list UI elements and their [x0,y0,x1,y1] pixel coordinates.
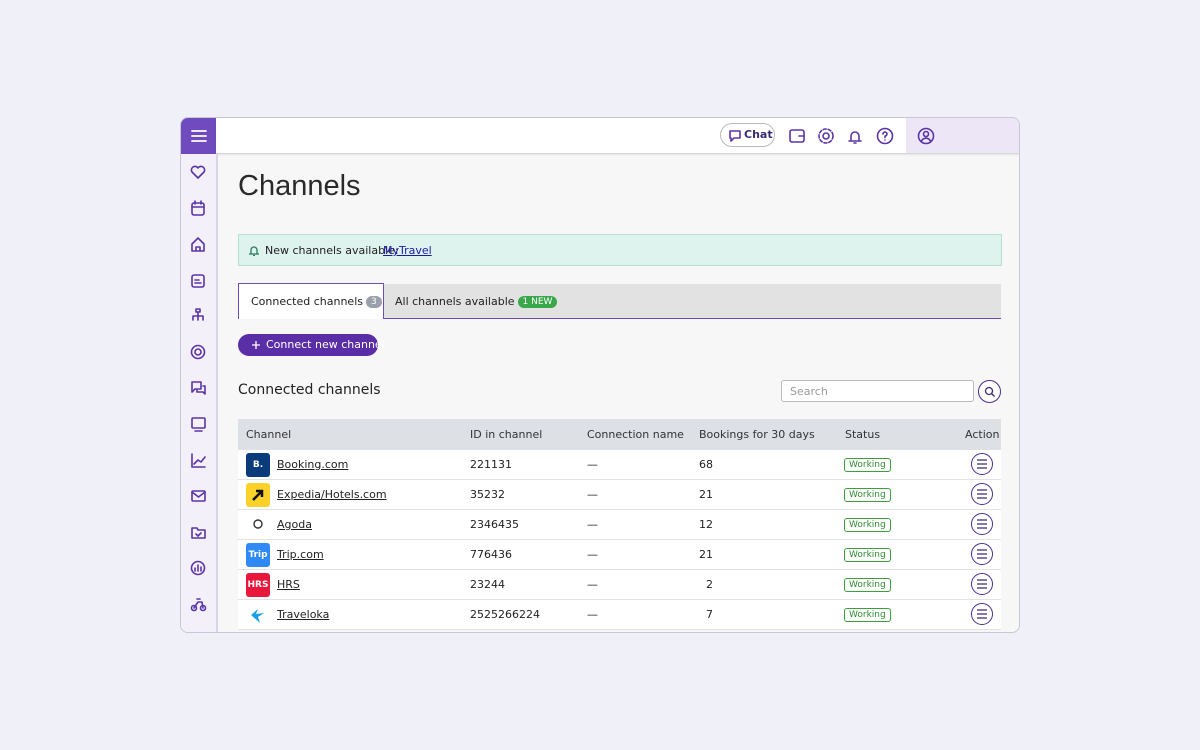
toolbar-icons [789,127,894,145]
column-header: Channel [246,428,292,441]
tab-all[interactable]: All channels available 1 NEW [384,284,558,318]
status-badge: Working [844,548,891,562]
column-header: Status [845,428,881,441]
table-row: B. Booking.com 221131 — 68 Working [238,450,1001,480]
bell-icon [249,246,259,256]
chat-icon [729,130,741,142]
table-header: Channel ID in channel Connection name Booki… [238,419,1001,450]
action-icon [977,549,987,559]
connect-button[interactable]: Connect new channel [238,334,385,356]
action-icon [977,459,987,469]
alert-banner: New channels available: MyTravel [238,234,1002,266]
channel-id: 2346435 [470,518,519,531]
connection-name: — [587,608,598,621]
action-icon [977,579,987,589]
status-badge: Working [844,608,891,622]
table-row: Agoda 2346435 — 12 Working [238,510,1001,540]
column-header: ID in channel [470,428,543,441]
connect-label: Connect new channel [266,338,385,351]
action-icon [977,609,987,619]
search-button[interactable] [978,380,1001,403]
channel-link[interactable]: Booking.com [277,458,349,471]
alert-text: New channels available: [265,244,399,257]
bookings: 7 [706,608,713,621]
row-action-button[interactable] [971,603,993,625]
table-row: HRS HRS 23244 — 2 Working [238,570,1001,600]
tab-bar: Connected channels 3 All channels availab… [238,283,1001,319]
tab-text: Connected channels [251,295,363,308]
action-icon [977,489,987,499]
tab-badge: 1 NEW [517,296,558,308]
sidebar-icons [190,165,207,612]
chat-button[interactable]: Chat [720,123,775,147]
bookings: 21 [699,488,713,501]
logo-graphic [251,609,264,623]
page-title: Channels [238,170,361,202]
channel-id: 35232 [470,488,505,501]
column-header: Connection name [587,428,684,441]
connection-name: — [587,578,598,591]
channel-link[interactable]: HRS [277,578,300,591]
section-title: Connected channels [238,382,381,398]
tab-badge: 3 [366,296,382,308]
table-row: Expedia/Hotels.com 35232 — 21 Working [238,480,1001,510]
menu-button[interactable] [181,118,216,154]
bookings: 12 [699,518,713,531]
action-icon [977,519,987,529]
status-badge: Working [844,458,891,472]
channel-link[interactable]: Trip.com [277,548,324,561]
channel-id: 776436 [470,548,512,561]
connection-name: — [587,548,598,561]
row-action-button[interactable] [971,453,993,475]
status-badge: Working [844,518,891,532]
channel-id: 23244 [470,578,505,591]
channel-id: 221131 [470,458,512,471]
connection-name: — [587,458,598,471]
chat-label: Chat [744,128,773,141]
sidebar [181,154,218,632]
bookings: 21 [699,548,713,561]
channel-logo [246,603,270,627]
status-badge: Working [844,488,891,502]
logo-graphic [252,489,264,501]
column-header: Bookings for 30 days [699,428,815,441]
row-action-button[interactable] [971,513,993,535]
column-header: Action [965,428,1000,441]
status-badge: Working [844,578,891,592]
tab-text: All channels available [395,295,515,308]
connection-name: — [587,518,598,531]
row-action-button[interactable] [971,573,993,595]
bookings: 68 [699,458,713,471]
channel-logo [246,513,270,537]
menu-icon [191,130,207,142]
search-placeholder: Search [790,385,828,398]
profile-area[interactable] [906,118,1019,153]
table-row: Trip Trip.com 776436 — 21 Working [238,540,1001,570]
row-action-button[interactable] [971,483,993,505]
tab-connected[interactable]: Connected channels 3 [238,283,384,319]
top-bar: Chat [216,118,1019,154]
alert-link[interactable]: MyTravel [383,244,432,257]
channel-link[interactable]: Traveloka [277,608,330,621]
connection-name: — [587,488,598,501]
bookings: 2 [706,578,713,591]
table-row: Traveloka 2525266224 — 7 Working [238,600,1001,630]
channel-logo: B. [246,453,270,477]
channel-link[interactable]: Expedia/Hotels.com [277,488,387,501]
tab-label: Connected channels 3 [251,295,382,308]
search-icon [984,386,995,397]
search-input[interactable]: Search [781,380,974,402]
channel-logo: Trip [246,543,270,567]
channel-logo: HRS [246,573,270,597]
channel-link[interactable]: Agoda [277,518,312,531]
logo-graphic [253,519,263,529]
channel-id: 2525266224 [470,608,540,621]
app-window: Chat Channels New ch [180,117,1020,633]
tab-label: All channels available 1 NEW [395,295,558,308]
plus-icon [252,341,260,349]
channel-logo [246,483,270,507]
row-action-button[interactable] [971,543,993,565]
profile-icon [917,127,935,145]
